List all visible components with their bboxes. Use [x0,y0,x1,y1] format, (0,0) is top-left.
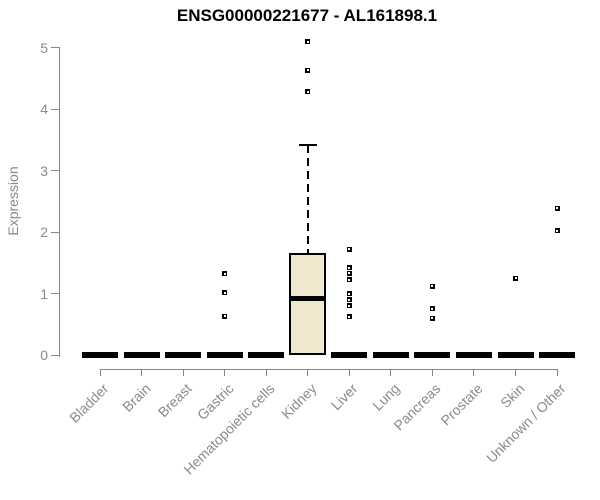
zero-box-bar [331,352,368,358]
zero-box-bar [539,352,576,358]
y-axis-tick [51,47,59,48]
outlier-point [429,315,435,321]
outlier-point [429,283,435,289]
y-axis-tick [51,170,59,171]
y-axis-tick [51,231,59,233]
x-axis-tick [224,369,226,376]
outlier-point [305,39,311,45]
zero-box-bar [123,352,160,358]
x-axis-tick [473,369,475,376]
chart-title: ENSG00000221677 - AL161898.1 [176,6,438,25]
outlier-point [346,270,352,276]
outlier-point [346,303,352,309]
outlier-point [305,89,311,95]
x-axis-tick [348,369,350,376]
zero-box-bar [497,352,534,358]
y-axis-line [59,47,60,357]
whisker-cap [298,144,317,147]
y-tick-label: 0 [40,347,48,363]
outlier-point [346,265,352,271]
x-axis-line [99,369,558,370]
y-axis-tick [51,108,59,110]
zero-box-bar [455,352,492,358]
outlier-point [346,246,352,252]
x-axis-tick [182,369,184,376]
x-axis-tick [390,369,392,376]
whisker-line [306,145,309,253]
outlier-point [222,290,228,296]
zero-box-bar [206,352,243,358]
zero-box-bar [414,352,451,358]
outlier-point [554,228,560,234]
x-axis-tick [515,369,516,376]
outlier-point [305,67,311,73]
outlier-point [513,275,518,281]
y-tick-label: 5 [40,39,48,56]
x-axis-tick [99,369,101,376]
median-line [289,295,327,301]
outlier-point [346,314,352,320]
box [289,252,327,355]
y-tick-label: 2 [40,224,48,240]
x-tick-label: Unknown / Other [483,380,569,466]
y-tick-label: 4 [40,101,48,117]
zero-box-bar [372,352,409,358]
x-axis-tick [265,369,267,376]
y-axis-tick [51,354,59,356]
zero-box-bar [165,352,202,358]
x-axis-tick [431,369,433,376]
zero-box-bar [248,352,285,358]
x-axis-tick [141,369,143,376]
x-axis-tick [556,369,558,376]
outlier-point [346,297,352,303]
outlier-point [554,205,560,211]
y-axis-tick [51,293,59,294]
x-axis-tick [307,369,309,376]
outlier-point [346,277,352,283]
y-tick-label: 1 [40,285,48,302]
outlier-point [429,306,435,312]
zero-box-bar [82,352,118,358]
y-tick-label: 3 [40,162,48,179]
outlier-point [222,313,228,319]
outlier-point [222,271,228,277]
outlier-point [346,291,352,296]
